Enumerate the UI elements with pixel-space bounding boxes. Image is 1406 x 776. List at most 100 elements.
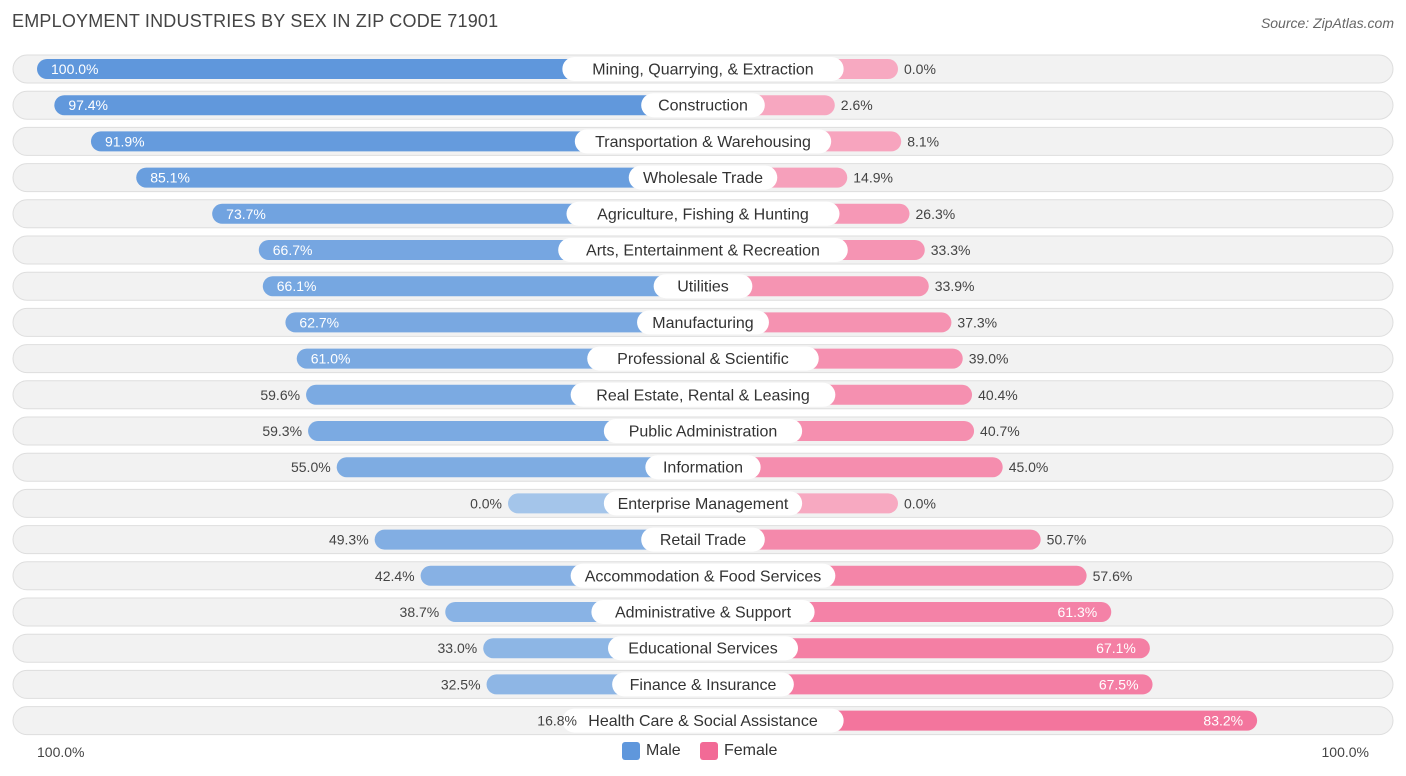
bar-male (285, 312, 703, 333)
female-value-label: 26.3% (916, 206, 956, 222)
category-label: Mining, Quarrying, & Extraction (592, 62, 813, 79)
category-label-pill (562, 708, 844, 733)
bar-male (54, 95, 704, 116)
category-label-pill (641, 93, 765, 118)
legend-label-male: Male (646, 742, 681, 759)
category-label: Utilities (677, 279, 729, 296)
male-value-label: 16.8% (537, 713, 577, 729)
category-label: Arts, Entertainment & Recreation (586, 243, 820, 260)
female-value-label: 33.3% (931, 242, 971, 258)
female-value-label: 37.3% (957, 314, 997, 330)
bar-male (308, 421, 703, 441)
chart-title: EMPLOYMENT INDUSTRIES BY SEX IN ZIP CODE… (12, 11, 499, 31)
category-label: Enterprise Management (618, 496, 789, 513)
category-label-pill (570, 382, 836, 407)
male-value-label: 62.7% (299, 314, 339, 330)
female-value-label: 57.6% (1093, 568, 1133, 584)
male-value-label: 49.3% (329, 532, 369, 548)
female-value-label: 0.0% (904, 495, 936, 511)
category-label-pill (558, 238, 848, 262)
category-label-pill (645, 455, 761, 480)
bar-female (703, 674, 1153, 695)
category-label-pill (562, 57, 844, 81)
male-value-label: 0.0% (470, 495, 502, 511)
female-value-label: 67.1% (1096, 640, 1136, 656)
category-label-pill (570, 563, 836, 588)
category-label: Administrative & Support (615, 605, 792, 622)
category-label-pill (566, 201, 840, 226)
female-value-label: 39.0% (969, 351, 1009, 367)
female-value-label: 45.0% (1009, 459, 1049, 475)
male-value-label: 97.4% (68, 97, 108, 113)
category-label: Transportation & Warehousing (595, 134, 811, 151)
bar-male (37, 59, 703, 79)
male-value-label: 73.7% (226, 206, 266, 222)
category-label-pill (574, 129, 832, 154)
female-value-label: 8.1% (907, 133, 939, 149)
male-value-label: 32.5% (441, 676, 481, 692)
category-label-pill (608, 636, 798, 661)
legend-swatch-female (700, 742, 718, 760)
category-label: Real Estate, Rental & Leasing (596, 387, 809, 404)
category-label: Manufacturing (652, 315, 753, 332)
male-value-label: 100.0% (51, 61, 98, 77)
category-label: Retail Trade (660, 532, 746, 549)
category-label-pill (637, 310, 769, 335)
category-label-pill (628, 165, 778, 190)
female-value-label: 83.2% (1203, 713, 1243, 729)
male-value-label: 55.0% (291, 459, 331, 475)
female-value-label: 14.9% (853, 170, 893, 186)
axis-right-label: 100.0% (1321, 744, 1369, 760)
category-label: Information (663, 460, 743, 477)
bar-female (703, 529, 1041, 550)
category-label: Health Care & Social Assistance (588, 713, 818, 730)
female-value-label: 67.5% (1099, 676, 1139, 692)
category-label-pill (587, 346, 819, 371)
bar-male (262, 276, 703, 297)
female-value-label: 40.4% (978, 387, 1018, 403)
male-value-label: 59.3% (262, 423, 302, 439)
male-value-label: 91.9% (105, 133, 145, 149)
bar-male (136, 167, 703, 188)
category-label-pill (653, 274, 753, 299)
female-value-label: 61.3% (1058, 604, 1098, 620)
category-label-pill (591, 600, 815, 624)
legend-swatch-male (622, 742, 640, 760)
female-value-label: 50.7% (1047, 532, 1087, 548)
category-label: Finance & Insurance (630, 677, 777, 694)
bar-female (703, 457, 1003, 478)
category-label-pill (641, 527, 765, 552)
bar-male (90, 131, 704, 152)
source-credit: Source: ZipAtlas.com (1260, 15, 1394, 31)
bar-male (374, 529, 703, 550)
category-label-pill (612, 672, 794, 697)
legend-label-female: Female (724, 742, 778, 759)
category-label-pill (603, 419, 803, 443)
category-label: Public Administration (629, 424, 778, 441)
female-value-label: 40.7% (980, 423, 1020, 439)
legend-item-male: Male (622, 742, 681, 760)
bar-female (703, 638, 1150, 659)
axis-left-label: 100.0% (37, 744, 85, 760)
category-label: Educational Services (628, 641, 777, 658)
male-value-label: 33.0% (438, 640, 478, 656)
category-label: Wholesale Trade (643, 170, 763, 187)
diverging-bar-chart: Mining, Quarrying, & Extraction 100.0% 0.0… (12, 54, 1394, 736)
female-value-label: 33.9% (935, 278, 975, 294)
male-value-label: 61.0% (311, 351, 351, 367)
male-value-label: 59.6% (260, 387, 300, 403)
category-label: Agriculture, Fishing & Hunting (597, 206, 809, 223)
bar-male (336, 457, 703, 478)
male-value-label: 85.1% (150, 170, 190, 186)
male-value-label: 66.7% (273, 242, 313, 258)
category-label: Accommodation & Food Services (585, 568, 822, 585)
category-label: Construction (658, 98, 748, 115)
legend-item-female: Female (700, 742, 777, 760)
legend: Male Female (0, 742, 1406, 764)
male-value-label: 66.1% (277, 278, 317, 294)
category-label-pill (603, 491, 803, 516)
female-value-label: 0.0% (904, 61, 936, 77)
female-value-label: 2.6% (841, 97, 873, 113)
category-label: Professional & Scientific (617, 351, 789, 368)
bar-female (703, 276, 929, 297)
